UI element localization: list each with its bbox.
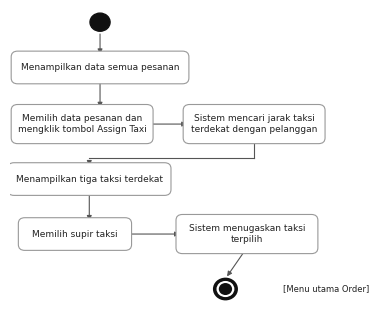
Circle shape — [219, 283, 232, 295]
Text: Menampilkan data semua pesanan: Menampilkan data semua pesanan — [21, 63, 179, 72]
Text: [Menu utama Order]: [Menu utama Order] — [283, 285, 369, 293]
Circle shape — [217, 281, 234, 297]
FancyBboxPatch shape — [19, 218, 132, 250]
Text: Memilih data pesanan dan
mengklik tombol Assign Taxi: Memilih data pesanan dan mengklik tombol… — [18, 114, 147, 134]
Circle shape — [90, 13, 110, 31]
FancyBboxPatch shape — [11, 51, 189, 84]
FancyBboxPatch shape — [176, 215, 318, 254]
Text: Sistem menugaskan taksi
terpilih: Sistem menugaskan taksi terpilih — [189, 224, 305, 244]
Circle shape — [214, 279, 237, 299]
Text: Menampilkan tiga taksi terdekat: Menampilkan tiga taksi terdekat — [16, 175, 163, 184]
FancyBboxPatch shape — [11, 105, 153, 144]
Text: Sistem mencari jarak taksi
terdekat dengan pelanggan: Sistem mencari jarak taksi terdekat deng… — [191, 114, 317, 134]
FancyBboxPatch shape — [8, 163, 171, 195]
FancyBboxPatch shape — [183, 105, 325, 144]
Text: Memilih supir taksi: Memilih supir taksi — [32, 230, 118, 239]
